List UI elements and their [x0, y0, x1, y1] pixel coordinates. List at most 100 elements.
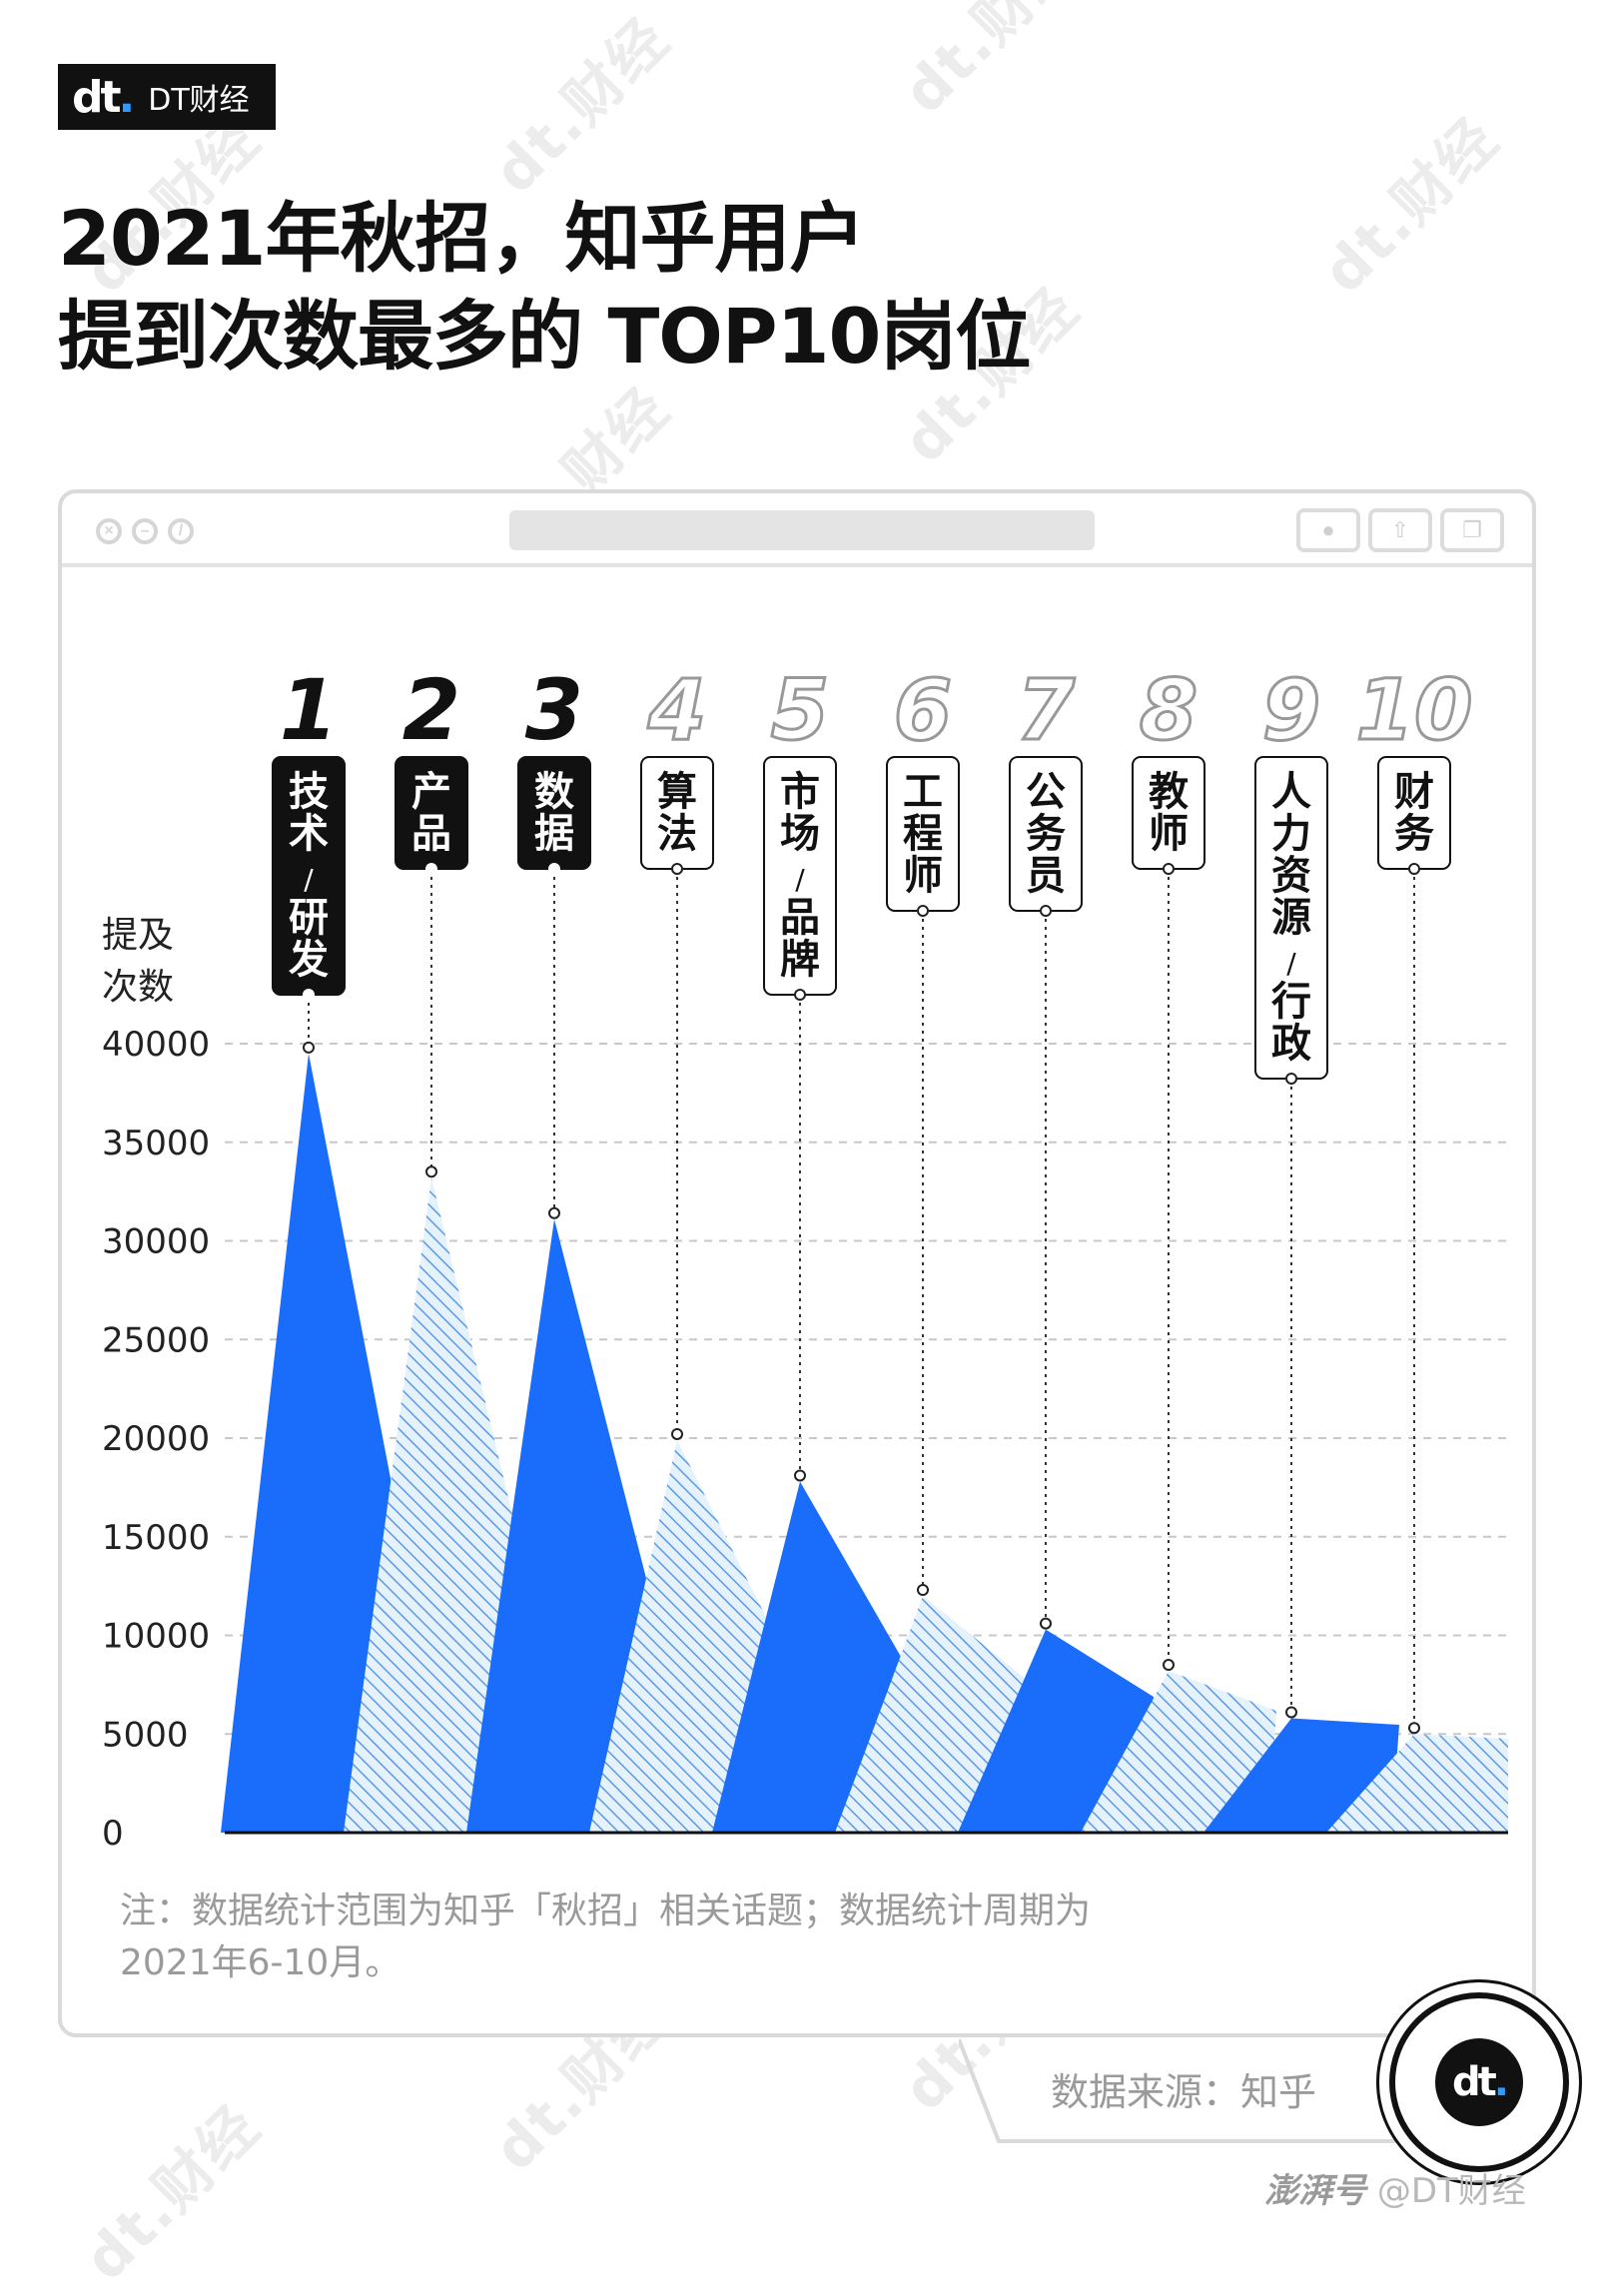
category-label-5-char-4: 牌	[780, 937, 820, 983]
y-tick-label-0: 0	[102, 1814, 124, 1854]
y-tick-label-10000: 10000	[102, 1617, 210, 1657]
rank-number-1: 1	[280, 661, 338, 759]
brand-name: DT财经	[148, 83, 250, 118]
category-label-2-char-0: 产	[411, 769, 451, 815]
category-label-1-char-2: /	[304, 863, 314, 896]
area-peak-10	[1326, 1734, 1508, 1833]
share-icon: ⇧	[1368, 508, 1432, 552]
rank-number-9: 9	[1262, 661, 1320, 759]
category-label-9-char-1: 力	[1271, 811, 1311, 857]
label-anchor-10	[1408, 863, 1420, 875]
badge-logo-icon: dt.	[1435, 2038, 1523, 2126]
category-label-9-char-0: 人	[1271, 769, 1311, 815]
source-tab	[959, 2038, 1534, 2143]
y-tick-label-25000: 25000	[102, 1320, 210, 1360]
credit: 澎湃号 @DT财经	[1264, 2163, 1526, 2212]
category-label-3-char-1: 据	[534, 811, 574, 857]
area-peak-3	[466, 1218, 662, 1833]
y-tick-label-20000: 20000	[102, 1419, 210, 1459]
category-label-2-char-1: 品	[411, 811, 451, 857]
peak-marker-7	[1040, 1617, 1052, 1630]
category-label-1-char-3: 研	[289, 895, 329, 941]
category-label-5-char-0: 市	[780, 769, 820, 815]
badge-ring: dt.	[1389, 1992, 1569, 2172]
window-titlebar: × – / ● ⇧ ❐	[62, 493, 1532, 567]
category-label-5-char-2: /	[795, 863, 805, 896]
y-tick-label-35000: 35000	[102, 1124, 210, 1163]
minimize-icon: –	[132, 518, 158, 544]
title-line-2: 提到次数最多的 TOP10岗位	[58, 292, 1031, 381]
y-tick-label-40000: 40000	[102, 1025, 210, 1065]
window-copy-icon: ❐	[1440, 508, 1504, 552]
area-peak-8	[1081, 1671, 1276, 1833]
dt-badge-logo: dt.	[1376, 1979, 1582, 2185]
rank-number-5: 5	[771, 661, 829, 759]
label-anchor-9	[1285, 1073, 1297, 1085]
category-label-9-char-6: 政	[1271, 1021, 1311, 1067]
peak-marker-10	[1408, 1722, 1420, 1735]
category-label-8-char-1: 师	[1149, 811, 1189, 857]
peak-marker-5	[794, 1469, 806, 1482]
rank-number-10: 10	[1356, 661, 1473, 759]
category-label-6-char-2: 师	[903, 853, 943, 899]
label-anchor-2	[425, 863, 437, 875]
category-label-6-char-1: 程	[903, 811, 943, 857]
category-label-9-char-3: 源	[1271, 895, 1311, 941]
title-line-1: 2021年秋招，知乎用户	[58, 194, 866, 283]
area-peak-9	[1203, 1718, 1399, 1833]
category-label-7-char-2: 员	[1026, 853, 1066, 899]
y-axis-label-1: 次数	[102, 967, 174, 1008]
area-peak-4	[589, 1439, 785, 1833]
label-anchor-7	[1040, 905, 1052, 917]
category-label-9-char-5: 行	[1271, 979, 1311, 1025]
label-anchor-6	[917, 905, 929, 917]
category-label-7-char-1: 务	[1026, 811, 1066, 857]
rank-number-7: 7	[1017, 661, 1076, 759]
rank-number-2: 2	[402, 661, 460, 759]
watermark-22: dt.财经	[71, 2091, 274, 2294]
category-label-5-char-3: 品	[780, 895, 820, 941]
category-label-9-char-2: 资	[1271, 853, 1311, 899]
rank-number-8: 8	[1140, 661, 1198, 759]
close-icon: ×	[96, 518, 122, 544]
label-anchor-3	[548, 863, 560, 875]
rank-number-4: 4	[647, 661, 706, 759]
footnote-line-2: 2021年6-10月。	[120, 1942, 401, 1983]
area-peak-5	[712, 1481, 908, 1833]
label-anchor-1	[303, 989, 315, 1001]
y-tick-label-30000: 30000	[102, 1222, 210, 1262]
block-icon: /	[168, 518, 194, 544]
rank-number-3: 3	[525, 661, 583, 759]
credit-handle: @DT财经	[1376, 2171, 1526, 2211]
rank-number-6: 6	[894, 661, 952, 759]
y-tick-label-5000: 5000	[102, 1715, 189, 1755]
category-label-8-char-0: 教	[1149, 769, 1189, 815]
category-label-6-char-0: 工	[903, 769, 943, 815]
category-label-1-char-0: 技	[289, 769, 329, 815]
footnote: 注：数据统计范围为知乎「秋招」相关话题；数据统计周期为 2021年6-10月。	[120, 1886, 1218, 1989]
dt-logo-icon: dt.	[72, 71, 135, 123]
label-anchor-4	[671, 863, 683, 875]
category-label-5-char-1: 场	[780, 811, 820, 857]
category-label-4-char-1: 法	[657, 811, 697, 857]
category-label-7-char-0: 公	[1026, 769, 1066, 815]
brand-logo: dt. DT财经	[58, 64, 276, 130]
data-source: 数据来源：知乎	[1051, 2070, 1317, 2114]
area-peak-6	[835, 1596, 1031, 1833]
category-label-1-char-1: 术	[289, 811, 329, 857]
page-title: 2021年秋招，知乎用户 提到次数最多的 TOP10岗位	[58, 190, 1031, 385]
address-bar	[509, 510, 1095, 550]
peak-marker-8	[1163, 1659, 1175, 1672]
peak-marker-1	[303, 1041, 315, 1054]
peak-marker-3	[548, 1206, 560, 1219]
category-label-1-char-4: 发	[289, 937, 329, 983]
area-peak-1	[221, 1053, 416, 1833]
label-anchor-8	[1163, 863, 1175, 875]
footnote-line-1: 注：数据统计范围为知乎「秋招」相关话题；数据统计周期为	[120, 1891, 1092, 1931]
peak-marker-9	[1285, 1706, 1297, 1719]
y-axis-label-0: 提及	[102, 915, 174, 956]
y-tick-label-15000: 15000	[102, 1518, 210, 1558]
record-icon: ●	[1296, 508, 1360, 552]
category-label-9-char-4: /	[1286, 947, 1296, 980]
area-peak-7	[958, 1629, 1154, 1833]
